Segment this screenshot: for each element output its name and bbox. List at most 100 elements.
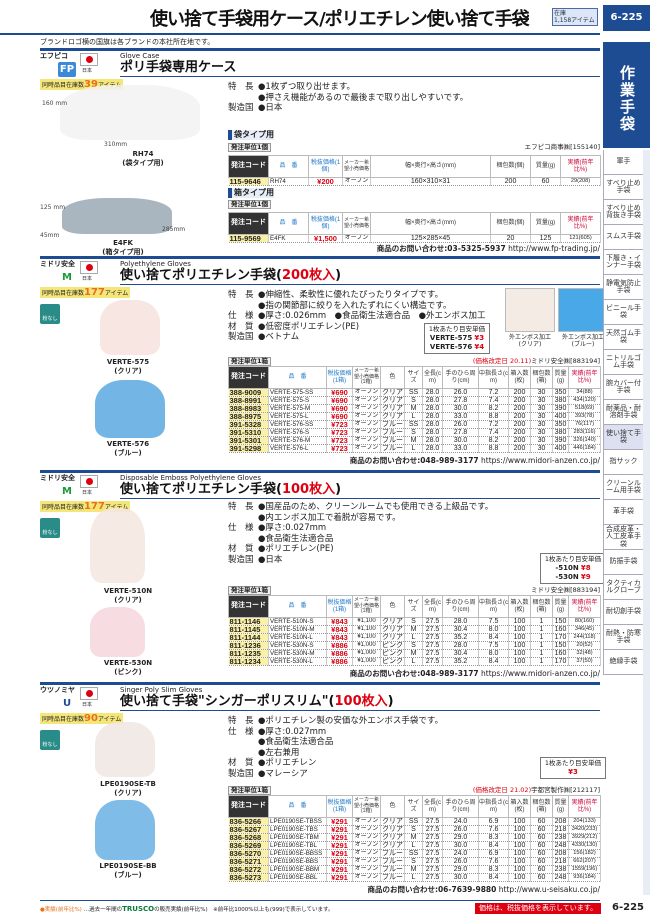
sidebar-item[interactable]: 静電気防止手袋 bbox=[604, 275, 643, 300]
contact-url[interactable]: http://www.fp-trading.jp/ bbox=[508, 244, 600, 253]
sidebar-item[interactable]: ビニール手袋 bbox=[604, 300, 643, 325]
sidebar-item[interactable]: 耐熱・防寒手袋 bbox=[604, 625, 643, 650]
features: 特 長 ●国産品のため、クリーンルームでも使用できる上級品です。 ●内エンボス加工で… bbox=[228, 502, 493, 565]
sidebar-item[interactable]: 使い捨て手袋 bbox=[604, 425, 643, 450]
column-header: サイズ bbox=[404, 795, 423, 818]
sidebar-item[interactable]: すべり止め背抜き手袋 bbox=[604, 200, 643, 225]
unit-price-line: -510N ¥8 bbox=[542, 564, 604, 573]
table-header-row: 発注コード品 番税抜価格(1箱) メーカー希望小売価格(1箱) 色サイズ 全長(cm)… bbox=[228, 366, 601, 389]
table-cell: S bbox=[404, 617, 423, 626]
order-code[interactable]: 811-1234 bbox=[228, 657, 269, 666]
order-code[interactable]: 836-5270 bbox=[228, 849, 269, 858]
table-cell: 60 bbox=[530, 825, 553, 834]
order-code[interactable]: 811-1235 bbox=[228, 649, 269, 658]
item-count: 同時品目在庫数177アイテム bbox=[40, 501, 131, 512]
order-code[interactable]: 115-9569 bbox=[228, 234, 269, 243]
table-cell: L bbox=[404, 633, 423, 642]
sidebar-item[interactable]: 腕カバー付手袋 bbox=[604, 375, 643, 400]
table-row: 811-1145 VERTE-510N-M ¥843 ¥1,100 クリア M 27.5 30… bbox=[228, 625, 601, 634]
order-code[interactable]: 388-8991 bbox=[228, 396, 269, 405]
sidebar-item[interactable]: すべり止め手袋 bbox=[604, 175, 643, 200]
sidebar-item[interactable]: 革手袋 bbox=[604, 500, 643, 525]
sidebar-item[interactable]: スムス手袋 bbox=[604, 225, 643, 250]
sidebar-item[interactable]: 合成皮革・人工皮革手袋 bbox=[604, 525, 643, 550]
contact-url[interactable]: https://www.midori-anzen.co.jp/ bbox=[481, 456, 600, 465]
table-cell: ¥291 bbox=[326, 841, 353, 850]
table-cell: L bbox=[404, 841, 423, 850]
order-code[interactable]: 836-5273 bbox=[228, 873, 269, 882]
order-code[interactable]: 811-1144 bbox=[228, 633, 269, 642]
table-cell: 160 bbox=[552, 649, 569, 658]
product-subtitle: Glove Case bbox=[120, 52, 160, 60]
contact-url[interactable]: http://www.u-seisaku.co.jp/ bbox=[498, 885, 600, 894]
feature-value: ●日本 bbox=[258, 103, 283, 113]
sidebar-item[interactable]: 天然ゴム手袋 bbox=[604, 325, 643, 350]
table-cell: ¥1,000 bbox=[352, 649, 381, 658]
order-code[interactable]: 388-8983 bbox=[228, 404, 269, 413]
sidebar-item[interactable]: タクティカルグローブ bbox=[604, 575, 643, 600]
table-cell: 100 bbox=[508, 825, 531, 834]
order-code[interactable]: 836-5271 bbox=[228, 857, 269, 866]
table-cell: S bbox=[404, 396, 423, 405]
table-cell: 100 bbox=[508, 841, 531, 850]
sidebar-item[interactable]: 軍手 bbox=[604, 150, 643, 175]
table-cell: 27.5 bbox=[422, 817, 443, 826]
sidebar-item[interactable]: 防振手袋 bbox=[604, 550, 643, 575]
order-code[interactable]: 388-9009 bbox=[228, 388, 269, 397]
table-cell: 20(52) bbox=[568, 641, 601, 650]
feature-key: 製造国 bbox=[228, 768, 254, 779]
features: 特 長 ●伸縮性、柔軟性に優れたぴったりタイプです。 ●指の関節部に絞りを入れたずれ… bbox=[228, 290, 486, 343]
sidebar-item[interactable]: 耐薬品・耐溶剤手袋 bbox=[604, 400, 643, 425]
order-code[interactable]: 811-1145 bbox=[228, 625, 269, 634]
sidebar-item[interactable]: クリーンルーム用手袋 bbox=[604, 475, 643, 500]
order-code[interactable]: 836-5272 bbox=[228, 865, 269, 874]
order-code[interactable]: 836-5268 bbox=[228, 833, 269, 842]
sidebar-item[interactable]: 耐切創手袋 bbox=[604, 600, 643, 625]
table-cell: 1 bbox=[530, 641, 553, 650]
order-code[interactable]: 811-1236 bbox=[228, 641, 269, 650]
table-cell: 24.0 bbox=[442, 849, 479, 858]
order-code[interactable]: 115-9646 bbox=[228, 177, 269, 186]
order-code[interactable]: 391-5328 bbox=[228, 420, 269, 429]
item-count-label: 同時品目在庫数 bbox=[42, 290, 85, 297]
product-table: 発注コード品 番税抜価格(1箱) メーカー希望小売価格(1箱) 色サイズ 全長(cm)… bbox=[228, 366, 601, 453]
order-code[interactable]: 836-5266 bbox=[228, 817, 269, 826]
order-code[interactable]: 388-8975 bbox=[228, 412, 269, 421]
order-code[interactable]: 811-1146 bbox=[228, 617, 269, 626]
order-code[interactable]: 391-5298 bbox=[228, 444, 269, 453]
table-cell: 7.6 bbox=[478, 857, 509, 866]
brand-name: ウツノミヤ bbox=[40, 686, 75, 694]
column-header: メーカー希望小売価格(1箱) bbox=[352, 366, 381, 389]
column-header: 梱包数(箱) bbox=[530, 595, 553, 618]
table-cell: 170 bbox=[552, 633, 569, 642]
table-cell: 60 bbox=[530, 177, 561, 186]
column-header: 質量(g) bbox=[530, 155, 561, 178]
sidebar-item[interactable]: ニトリルゴム手袋 bbox=[604, 350, 643, 375]
table-header-row: 発注コード品 番税抜価格(1箱) メーカー希望小売価格(1箱) 色サイズ 全長(cm)… bbox=[228, 595, 601, 618]
sidebar-item[interactable]: 絶縁手袋 bbox=[604, 650, 643, 675]
contact-url[interactable]: https://www.midori-anzen.co.jp/ bbox=[481, 669, 600, 678]
contact-info: 商品のお問い合わせ:048-989-3177 https://www.midor… bbox=[350, 669, 600, 678]
feature-row: 仕 様 ●厚さ:0.027mm bbox=[228, 727, 443, 738]
order-code[interactable]: 836-5269 bbox=[228, 841, 269, 850]
sidebar-category[interactable]: 作業手袋 bbox=[603, 42, 650, 148]
table-cell: オープン bbox=[352, 865, 381, 874]
product-name-text: 使い捨て手袋"シンガーポリスリム"( bbox=[120, 694, 335, 709]
column-header: 税抜価格(1箱) bbox=[326, 595, 353, 618]
column-header: 発注コード bbox=[228, 155, 269, 178]
order-code[interactable]: 391-5301 bbox=[228, 436, 269, 445]
order-code[interactable]: 391-5310 bbox=[228, 428, 269, 437]
table-cell: S bbox=[404, 641, 423, 650]
order-code[interactable]: 836-5267 bbox=[228, 825, 269, 834]
sidebar-item[interactable]: 下履き・インナー手袋 bbox=[604, 250, 643, 275]
product-image bbox=[95, 380, 165, 438]
table-cell: 30.0 bbox=[442, 436, 479, 445]
table-cell: 400 bbox=[552, 412, 569, 421]
maker-name: ミドリ安全㈱[883194] bbox=[531, 586, 600, 594]
table-cell: LPE0190SE-BBS bbox=[268, 857, 327, 866]
sidebar-item[interactable]: 指サック bbox=[604, 450, 643, 475]
table-cell: 30 bbox=[530, 428, 553, 437]
table-cell: クリア bbox=[380, 825, 405, 834]
table-cell: 34(88) bbox=[568, 388, 601, 397]
maker-info: エフピコ商事㈱[155140] bbox=[525, 143, 600, 151]
